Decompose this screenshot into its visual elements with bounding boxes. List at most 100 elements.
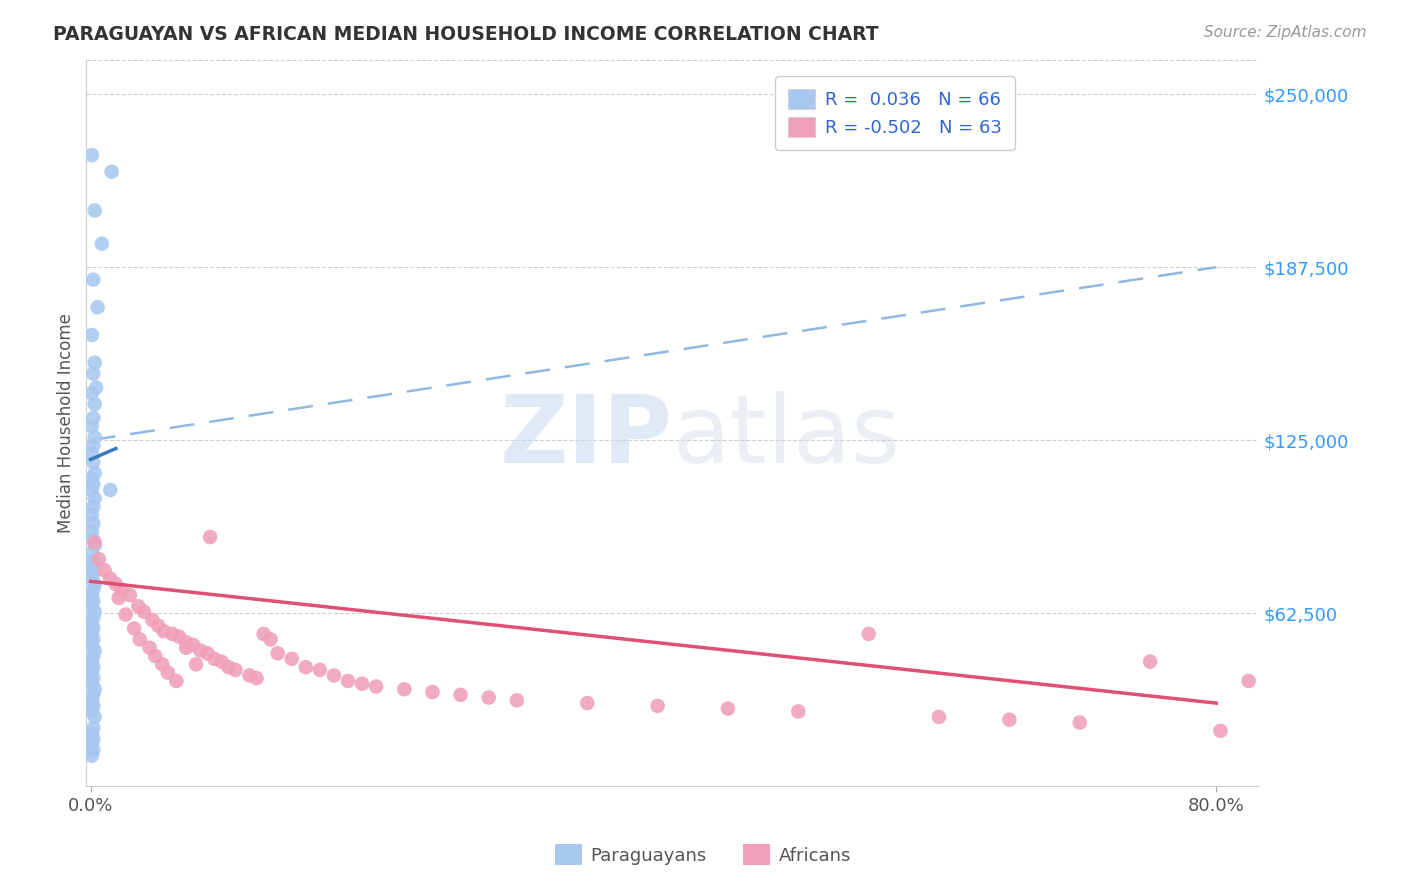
Point bbox=[107, 591, 129, 605]
Point bbox=[80, 547, 103, 561]
Point bbox=[80, 693, 103, 707]
Point bbox=[98, 483, 121, 497]
Point bbox=[80, 386, 103, 401]
Point bbox=[1209, 723, 1232, 738]
Point bbox=[82, 455, 104, 469]
Point bbox=[202, 652, 225, 666]
Point bbox=[82, 533, 104, 547]
Point bbox=[156, 665, 179, 680]
Point bbox=[82, 610, 104, 624]
Point bbox=[366, 680, 388, 694]
Point bbox=[80, 148, 103, 162]
Point bbox=[83, 710, 105, 724]
Point bbox=[80, 588, 103, 602]
Point bbox=[82, 411, 104, 425]
Text: Source: ZipAtlas.com: Source: ZipAtlas.com bbox=[1204, 25, 1367, 40]
Point bbox=[82, 632, 104, 647]
Point bbox=[160, 627, 183, 641]
Point bbox=[174, 640, 197, 655]
Point bbox=[82, 721, 104, 735]
Point bbox=[82, 555, 104, 569]
Point bbox=[717, 701, 740, 715]
Point bbox=[83, 491, 105, 506]
Point bbox=[1237, 673, 1260, 688]
Point bbox=[82, 743, 104, 757]
Point bbox=[114, 607, 136, 622]
Point bbox=[998, 713, 1021, 727]
Point bbox=[90, 236, 112, 251]
Point bbox=[128, 632, 150, 647]
Point bbox=[87, 552, 110, 566]
Point bbox=[252, 627, 274, 641]
Point bbox=[82, 660, 104, 674]
Point bbox=[127, 599, 149, 614]
Point bbox=[394, 682, 416, 697]
Point bbox=[141, 613, 163, 627]
Point bbox=[80, 572, 103, 586]
Point bbox=[83, 397, 105, 411]
Point bbox=[198, 530, 221, 544]
Point bbox=[138, 640, 160, 655]
Point bbox=[82, 593, 104, 607]
Point bbox=[83, 430, 105, 444]
Point bbox=[82, 582, 104, 597]
Point bbox=[188, 643, 211, 657]
Point bbox=[209, 655, 232, 669]
Point bbox=[181, 638, 204, 652]
Point bbox=[150, 657, 173, 672]
Point bbox=[858, 627, 880, 641]
Point bbox=[80, 726, 103, 740]
Point bbox=[83, 203, 105, 218]
Point bbox=[450, 688, 472, 702]
Point bbox=[337, 673, 360, 688]
Point bbox=[224, 663, 246, 677]
Point bbox=[80, 638, 103, 652]
Point bbox=[86, 301, 108, 315]
Point bbox=[82, 671, 104, 685]
Point bbox=[143, 648, 166, 663]
Point bbox=[80, 627, 103, 641]
Point bbox=[80, 447, 103, 461]
Point bbox=[83, 577, 105, 591]
Point bbox=[80, 560, 103, 574]
Point bbox=[80, 508, 103, 522]
Point bbox=[1265, 732, 1288, 747]
Point bbox=[82, 698, 104, 713]
Point bbox=[82, 648, 104, 663]
Point bbox=[309, 663, 332, 677]
Point bbox=[82, 367, 104, 381]
Text: atlas: atlas bbox=[672, 392, 901, 483]
Point bbox=[82, 272, 104, 286]
Point bbox=[238, 668, 260, 682]
Point bbox=[174, 635, 197, 649]
Legend: Paraguayans, Africans: Paraguayans, Africans bbox=[547, 837, 859, 872]
Point bbox=[80, 328, 103, 343]
Point bbox=[787, 705, 810, 719]
Point bbox=[928, 710, 950, 724]
Point bbox=[82, 477, 104, 491]
Point bbox=[82, 732, 104, 747]
Point bbox=[83, 535, 105, 549]
Point bbox=[184, 657, 207, 672]
Point bbox=[217, 660, 239, 674]
Point bbox=[80, 472, 103, 486]
Point bbox=[80, 655, 103, 669]
Point bbox=[98, 572, 121, 586]
Point bbox=[80, 615, 103, 630]
Point bbox=[266, 646, 288, 660]
Point bbox=[82, 566, 104, 580]
Point bbox=[167, 630, 190, 644]
Point bbox=[323, 668, 346, 682]
Point bbox=[422, 685, 444, 699]
Point bbox=[122, 621, 145, 635]
Point bbox=[80, 748, 103, 763]
Point bbox=[80, 599, 103, 614]
Point bbox=[93, 563, 115, 577]
Point bbox=[132, 605, 155, 619]
Point bbox=[80, 738, 103, 752]
Point bbox=[82, 439, 104, 453]
Point bbox=[83, 605, 105, 619]
Point bbox=[1069, 715, 1091, 730]
Point bbox=[576, 696, 599, 710]
Point bbox=[295, 660, 318, 674]
